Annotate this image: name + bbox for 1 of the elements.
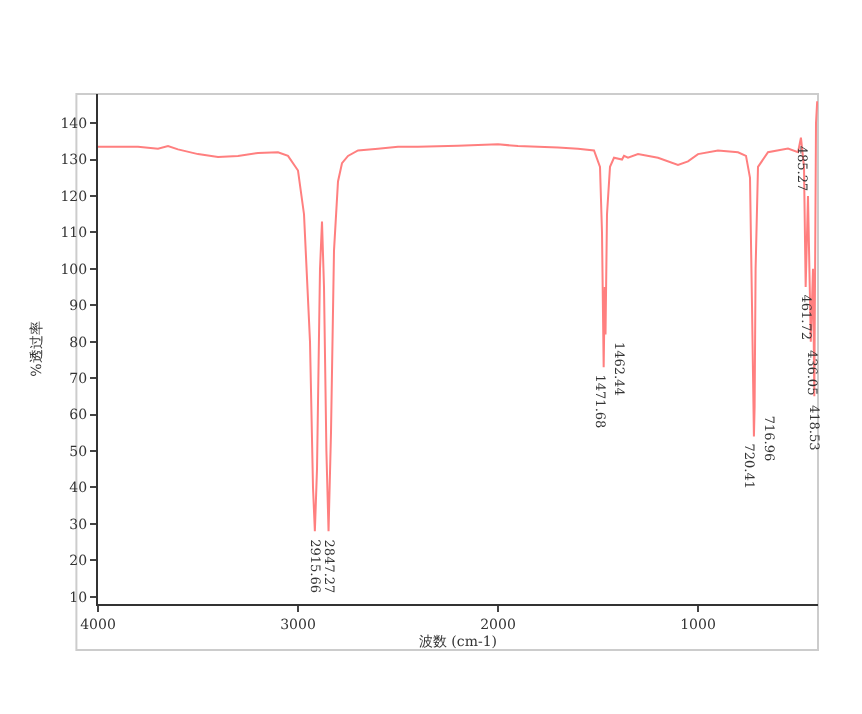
line-series	[98, 100, 818, 533]
